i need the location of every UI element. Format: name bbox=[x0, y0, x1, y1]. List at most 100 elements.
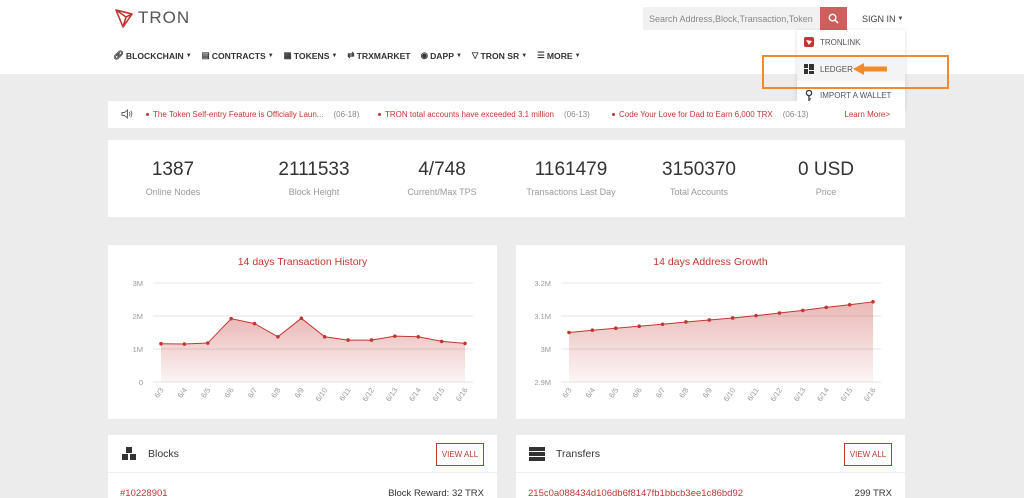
x-tick-label: 6/14 bbox=[815, 386, 831, 403]
data-point[interactable] bbox=[660, 322, 665, 327]
data-point[interactable] bbox=[416, 334, 421, 339]
search-button[interactable] bbox=[820, 7, 847, 30]
data-point[interactable] bbox=[754, 313, 758, 318]
data-point[interactable] bbox=[299, 316, 304, 321]
data-point[interactable] bbox=[777, 311, 782, 315]
nav-trxmarket[interactable]: ⇄ TRXMARKET bbox=[347, 50, 411, 61]
data-point[interactable] bbox=[871, 300, 875, 304]
exchange-icon: ⇄ bbox=[347, 50, 355, 60]
x-tick-label: 6/11 bbox=[337, 386, 352, 403]
chevron-down-icon: ▼ bbox=[331, 52, 338, 59]
nav-contracts[interactable]: ▤ CONTRACTS ▼ bbox=[201, 50, 274, 61]
data-point[interactable] bbox=[182, 342, 187, 346]
x-tick-label: 6/7 bbox=[654, 386, 667, 400]
chevron-down-icon: ▼ bbox=[521, 52, 528, 59]
x-tick-label: 6/8 bbox=[269, 386, 282, 400]
data-point[interactable] bbox=[801, 308, 805, 313]
ticker-item[interactable]: The Token Self-entry Feature is Official… bbox=[146, 110, 359, 119]
tronlink-icon bbox=[804, 37, 814, 47]
stat-block-height[interactable]: 2111533 Block Height bbox=[278, 159, 350, 197]
data-point[interactable] bbox=[276, 334, 280, 339]
transaction-history-chart: 14 days Transaction History 0 1M 2M 3M 6/3 6/… bbox=[108, 245, 497, 419]
data-point[interactable] bbox=[567, 330, 571, 335]
block-reward: Block Reward: 32 TRX bbox=[388, 488, 484, 498]
stat-price: 0 USD Price bbox=[798, 159, 854, 197]
bullet-icon bbox=[378, 113, 381, 116]
logo[interactable]: TRON bbox=[114, 8, 190, 28]
x-tick-label: 6/13 bbox=[792, 386, 808, 403]
data-point[interactable] bbox=[205, 341, 210, 345]
gamepad-icon: ◉ bbox=[420, 50, 429, 60]
ticker-item[interactable]: Code Your Love for Dad to Earn 6,000 TRX… bbox=[612, 110, 809, 119]
data-point[interactable] bbox=[824, 305, 829, 310]
logo-text: TRON bbox=[138, 8, 191, 27]
key-icon bbox=[805, 89, 813, 101]
bullet-icon bbox=[146, 113, 149, 116]
y-tick-label: 3.2M bbox=[534, 279, 551, 288]
search-input[interactable] bbox=[643, 7, 820, 30]
stat-accounts[interactable]: 3150370 Total Accounts bbox=[662, 159, 736, 197]
data-point[interactable] bbox=[346, 338, 350, 342]
data-point[interactable] bbox=[684, 320, 688, 324]
x-tick-label: 6/12 bbox=[360, 386, 376, 403]
search-icon bbox=[828, 13, 839, 24]
block-number-link[interactable]: #10228901 bbox=[120, 488, 168, 498]
chart-svg: 0 1M 2M 3M 6/3 6/4 6/5 6/6 6/7 6/8 6/9 6/10 6/11 6/12… bbox=[133, 279, 473, 403]
y-tick-label: 3.1M bbox=[534, 312, 551, 321]
x-tick-label: 6/6 bbox=[630, 386, 643, 400]
x-tick-label: 6/5 bbox=[607, 386, 620, 400]
data-point[interactable] bbox=[322, 334, 327, 339]
x-tick-label: 6/8 bbox=[677, 386, 690, 400]
x-tick-label: 6/3 bbox=[152, 386, 165, 400]
chart-title: 14 days Address Growth bbox=[653, 256, 768, 268]
view-all-transfers-button[interactable]: VIEW ALL bbox=[844, 443, 892, 466]
stat-tps: 4/748 Current/Max TPS bbox=[407, 159, 477, 197]
stats-panel: 1387 Online Nodes 2111533 Block Height 4… bbox=[108, 140, 905, 217]
nav-tron-sr[interactable]: ▽ TRON SR ▼ bbox=[471, 50, 528, 61]
nav-blockchain[interactable]: 🔗︎ BLOCKCHAIN ▼ bbox=[113, 50, 192, 61]
sign-in-button[interactable]: SIGN IN ▼ bbox=[862, 14, 903, 24]
data-point[interactable] bbox=[613, 326, 618, 331]
x-tick-label: 6/5 bbox=[199, 386, 212, 400]
view-all-blocks-button[interactable]: VIEW ALL bbox=[436, 443, 484, 466]
data-point[interactable] bbox=[590, 328, 595, 332]
card-header: Blocks VIEW ALL bbox=[108, 435, 497, 473]
data-point[interactable] bbox=[369, 338, 374, 342]
search-bar bbox=[643, 7, 847, 30]
blocks-card: Blocks VIEW ALL #10228901 Block Reward: … bbox=[108, 435, 497, 498]
y-tick-label: 1M bbox=[133, 345, 143, 354]
data-point[interactable] bbox=[637, 324, 641, 329]
x-tick-label: 6/4 bbox=[176, 386, 189, 400]
x-tick-label: 6/16 bbox=[862, 386, 878, 403]
menu-item-tronlink[interactable]: TRONLINK bbox=[797, 30, 905, 54]
stat-transactions[interactable]: 1161479 Transactions Last Day bbox=[526, 159, 616, 197]
data-point[interactable] bbox=[707, 318, 712, 322]
x-tick-label: 6/16 bbox=[454, 386, 470, 403]
nav-more[interactable]: ☰ MORE ▼ bbox=[537, 50, 581, 61]
nav-tokens[interactable]: ▦ TOKENS ▼ bbox=[283, 50, 338, 61]
nav-dapp[interactable]: ◉ DAPP ▼ bbox=[420, 50, 462, 61]
data-point[interactable] bbox=[463, 341, 467, 346]
x-tick-label: 6/10 bbox=[314, 386, 330, 403]
link-icon: 🔗︎ bbox=[113, 50, 124, 60]
data-point[interactable] bbox=[847, 302, 852, 307]
main-nav: 🔗︎ BLOCKCHAIN ▼ ▤ CONTRACTS ▼ ▦ TOKENS ▼ ⇄ … bbox=[113, 50, 581, 61]
x-tick-label: 6/6 bbox=[222, 386, 235, 400]
data-point[interactable] bbox=[229, 316, 233, 321]
bullet-icon bbox=[612, 113, 615, 116]
learn-more-link[interactable]: Learn More> bbox=[844, 110, 890, 119]
data-point[interactable] bbox=[439, 339, 444, 344]
arrow-left-icon bbox=[853, 63, 887, 75]
stat-online-nodes[interactable]: 1387 Online Nodes bbox=[145, 159, 201, 197]
card-title: Transfers bbox=[556, 448, 600, 460]
menu-item-import-wallet[interactable]: IMPORT A WALLET bbox=[797, 83, 905, 107]
series-line bbox=[568, 301, 874, 333]
ledger-highlight-box bbox=[762, 55, 949, 89]
data-point[interactable] bbox=[252, 321, 257, 326]
data-point[interactable] bbox=[159, 341, 163, 346]
data-point[interactable] bbox=[393, 334, 397, 338]
series-area bbox=[569, 301, 873, 382]
transfer-hash-link[interactable]: 215c0a088434d106db6f8147fb1bbcb3ee1c86bd… bbox=[528, 488, 744, 498]
data-point[interactable] bbox=[730, 316, 735, 320]
ticker-item[interactable]: TRON total accounts have exceeded 3.1 mi… bbox=[378, 110, 590, 119]
